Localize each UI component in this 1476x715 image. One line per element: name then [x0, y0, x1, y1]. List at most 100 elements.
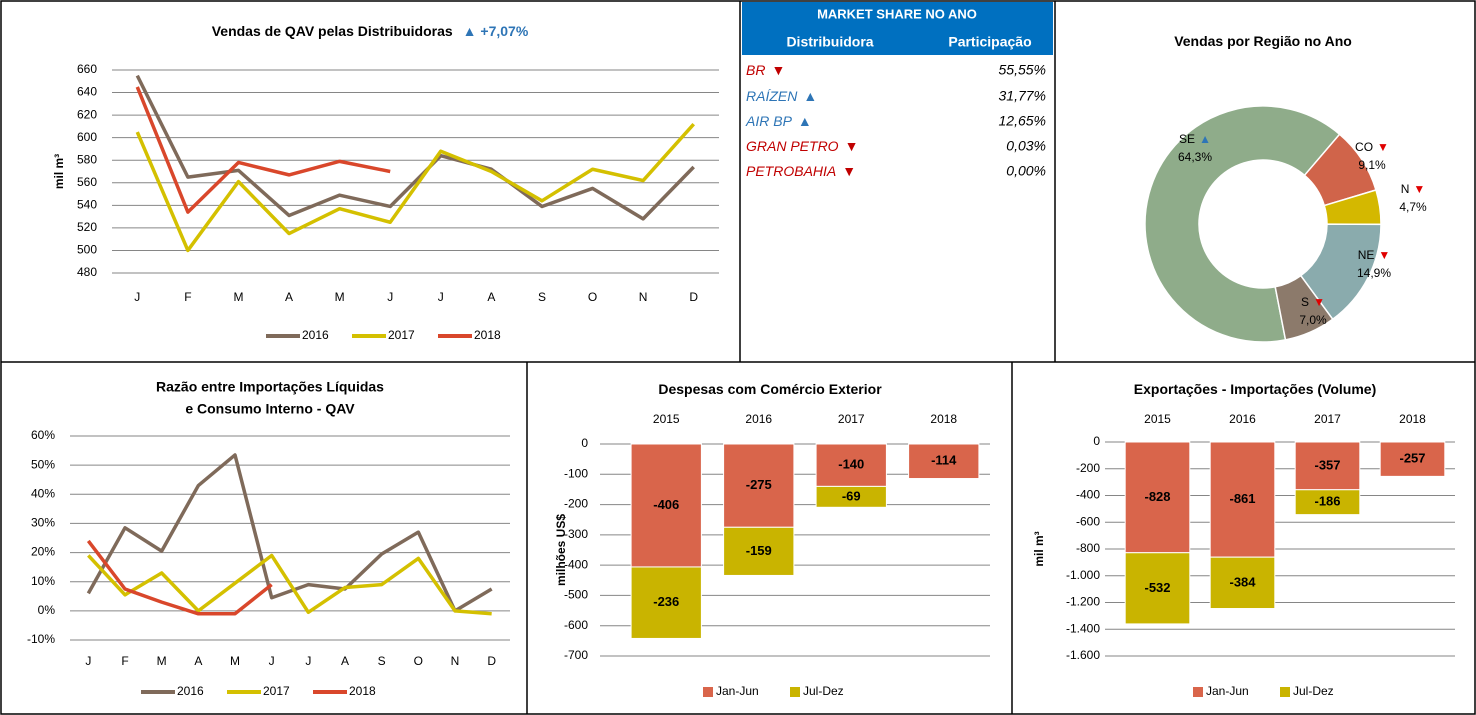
x-tick-label: J: [305, 654, 311, 668]
chart-title-text: Vendas de QAV pelas Distribuidoras: [212, 23, 453, 39]
y-tick-label: 660: [77, 62, 97, 76]
data-label: -159: [746, 543, 772, 558]
chart-title-text: Vendas por Região no Ano: [1174, 33, 1352, 49]
chart-title-text: Despesas com Comércio Exterior: [658, 381, 882, 397]
bar-segment: [815, 485, 887, 508]
row-trend: ▼: [842, 163, 856, 179]
bar-segment: [630, 566, 702, 639]
y-tick-label: 60%: [31, 428, 55, 442]
y-tick-label: -400: [1076, 488, 1100, 502]
y-tick-label: 30%: [31, 516, 55, 530]
y-tick-label: 0: [581, 436, 588, 450]
x-tick-label: 2015: [653, 412, 680, 426]
x-tick-label: J: [269, 654, 275, 668]
slice-name: NE: [1358, 248, 1375, 262]
row-share: 31,77%: [999, 88, 1046, 104]
x-tick-label: A: [487, 290, 495, 304]
y-tick-label: 10%: [31, 574, 55, 588]
y-tick-label: -1.400: [1066, 621, 1100, 635]
y-tick-label: -1.600: [1066, 648, 1100, 662]
slice-value: 64,3%: [1178, 150, 1212, 164]
table-title: MARKET SHARE NO ANO: [817, 6, 977, 21]
x-tick-label: F: [184, 290, 191, 304]
data-label: -140: [838, 457, 864, 472]
x-tick-label: 2017: [838, 412, 865, 426]
title-change: ▲ +7,07%: [463, 23, 529, 39]
x-tick-label: D: [487, 654, 496, 668]
legend-label: 2018: [349, 684, 376, 698]
pie-slice: [1274, 274, 1334, 341]
line-series: [86, 453, 493, 613]
x-tick-label: M: [335, 290, 345, 304]
x-tick-label: 2015: [1144, 412, 1171, 426]
data-label: -861: [1229, 491, 1255, 506]
row-trend: ▲: [803, 88, 817, 104]
x-tick-label: A: [194, 654, 202, 668]
row-share: 12,65%: [999, 113, 1046, 129]
y-tick-label: -600: [1076, 514, 1100, 528]
line-series: [135, 86, 391, 214]
x-tick-label: D: [689, 290, 698, 304]
x-tick-label: F: [121, 654, 128, 668]
y-tick-label: -700: [564, 648, 588, 662]
chart-title: Despesas com Comércio Exterior: [658, 381, 882, 397]
row-trend: ▼: [771, 62, 785, 78]
line-series: [86, 539, 273, 616]
data-label: -357: [1314, 457, 1340, 472]
x-tick-label: J: [387, 290, 393, 304]
row-label: AIR BP ▲: [745, 113, 812, 129]
row-name: PETROBAHIA: [746, 163, 836, 179]
row-label: RAÍZEN ▲: [746, 88, 817, 104]
x-tick-label: 2018: [930, 412, 957, 426]
legend-label: 2018: [474, 328, 501, 342]
bar-segment: [723, 443, 795, 528]
x-tick-label: 2018: [1399, 412, 1426, 426]
pie-slice: [1144, 105, 1341, 343]
bar-segment: [1379, 441, 1446, 477]
line-series: [135, 122, 696, 253]
y-tick-label: 620: [77, 107, 97, 121]
legend-label: 2016: [302, 328, 329, 342]
y-tick-label: -1.000: [1066, 568, 1100, 582]
y-tick-label: 560: [77, 175, 97, 189]
x-tick-label: N: [451, 654, 460, 668]
legend-label: 2016: [177, 684, 204, 698]
slice-value: 14,9%: [1357, 266, 1391, 280]
line-series: [87, 553, 492, 616]
row-label: BR ▼: [746, 62, 785, 78]
data-label: -257: [1399, 451, 1425, 466]
data-label: -275: [746, 477, 772, 492]
y-tick-label: -10%: [27, 632, 55, 646]
legend-label: Jul-Dez: [1293, 684, 1334, 698]
y-tick-label: -100: [564, 466, 588, 480]
y-axis-label: milhões US$: [554, 514, 568, 586]
row-name: GRAN PETRO: [746, 138, 839, 154]
row-share: 0,03%: [1006, 138, 1046, 154]
legend-swatch: [790, 687, 800, 697]
slice-value: 7,0%: [1299, 313, 1327, 327]
x-tick-label: S: [538, 290, 546, 304]
slice-label: SE ▲: [1179, 132, 1211, 146]
y-tick-label: -600: [564, 618, 588, 632]
y-tick-label: 0%: [38, 603, 56, 617]
data-label: -186: [1314, 494, 1340, 509]
data-label: -114: [931, 453, 957, 468]
chart-title: Razão entre Importações Líquidas: [156, 379, 384, 395]
y-tick-label: 600: [77, 130, 97, 144]
y-tick-label: 540: [77, 198, 97, 212]
legend-swatch: [1280, 687, 1290, 697]
y-tick-label: 20%: [31, 545, 55, 559]
slice-label: NE ▼: [1358, 248, 1391, 262]
row-trend: ▼: [845, 138, 859, 154]
y-tick-label: -1.200: [1066, 595, 1100, 609]
legend-label: Jul-Dez: [803, 684, 844, 698]
x-tick-label: M: [157, 654, 167, 668]
data-label: -236: [653, 594, 679, 609]
legend-label: Jan-Jun: [1206, 684, 1249, 698]
y-tick-label: -800: [1076, 541, 1100, 555]
y-tick-label: 40%: [31, 486, 55, 500]
x-tick-label: 2017: [1314, 412, 1341, 426]
data-label: -69: [842, 488, 861, 503]
x-tick-label: M: [230, 654, 240, 668]
